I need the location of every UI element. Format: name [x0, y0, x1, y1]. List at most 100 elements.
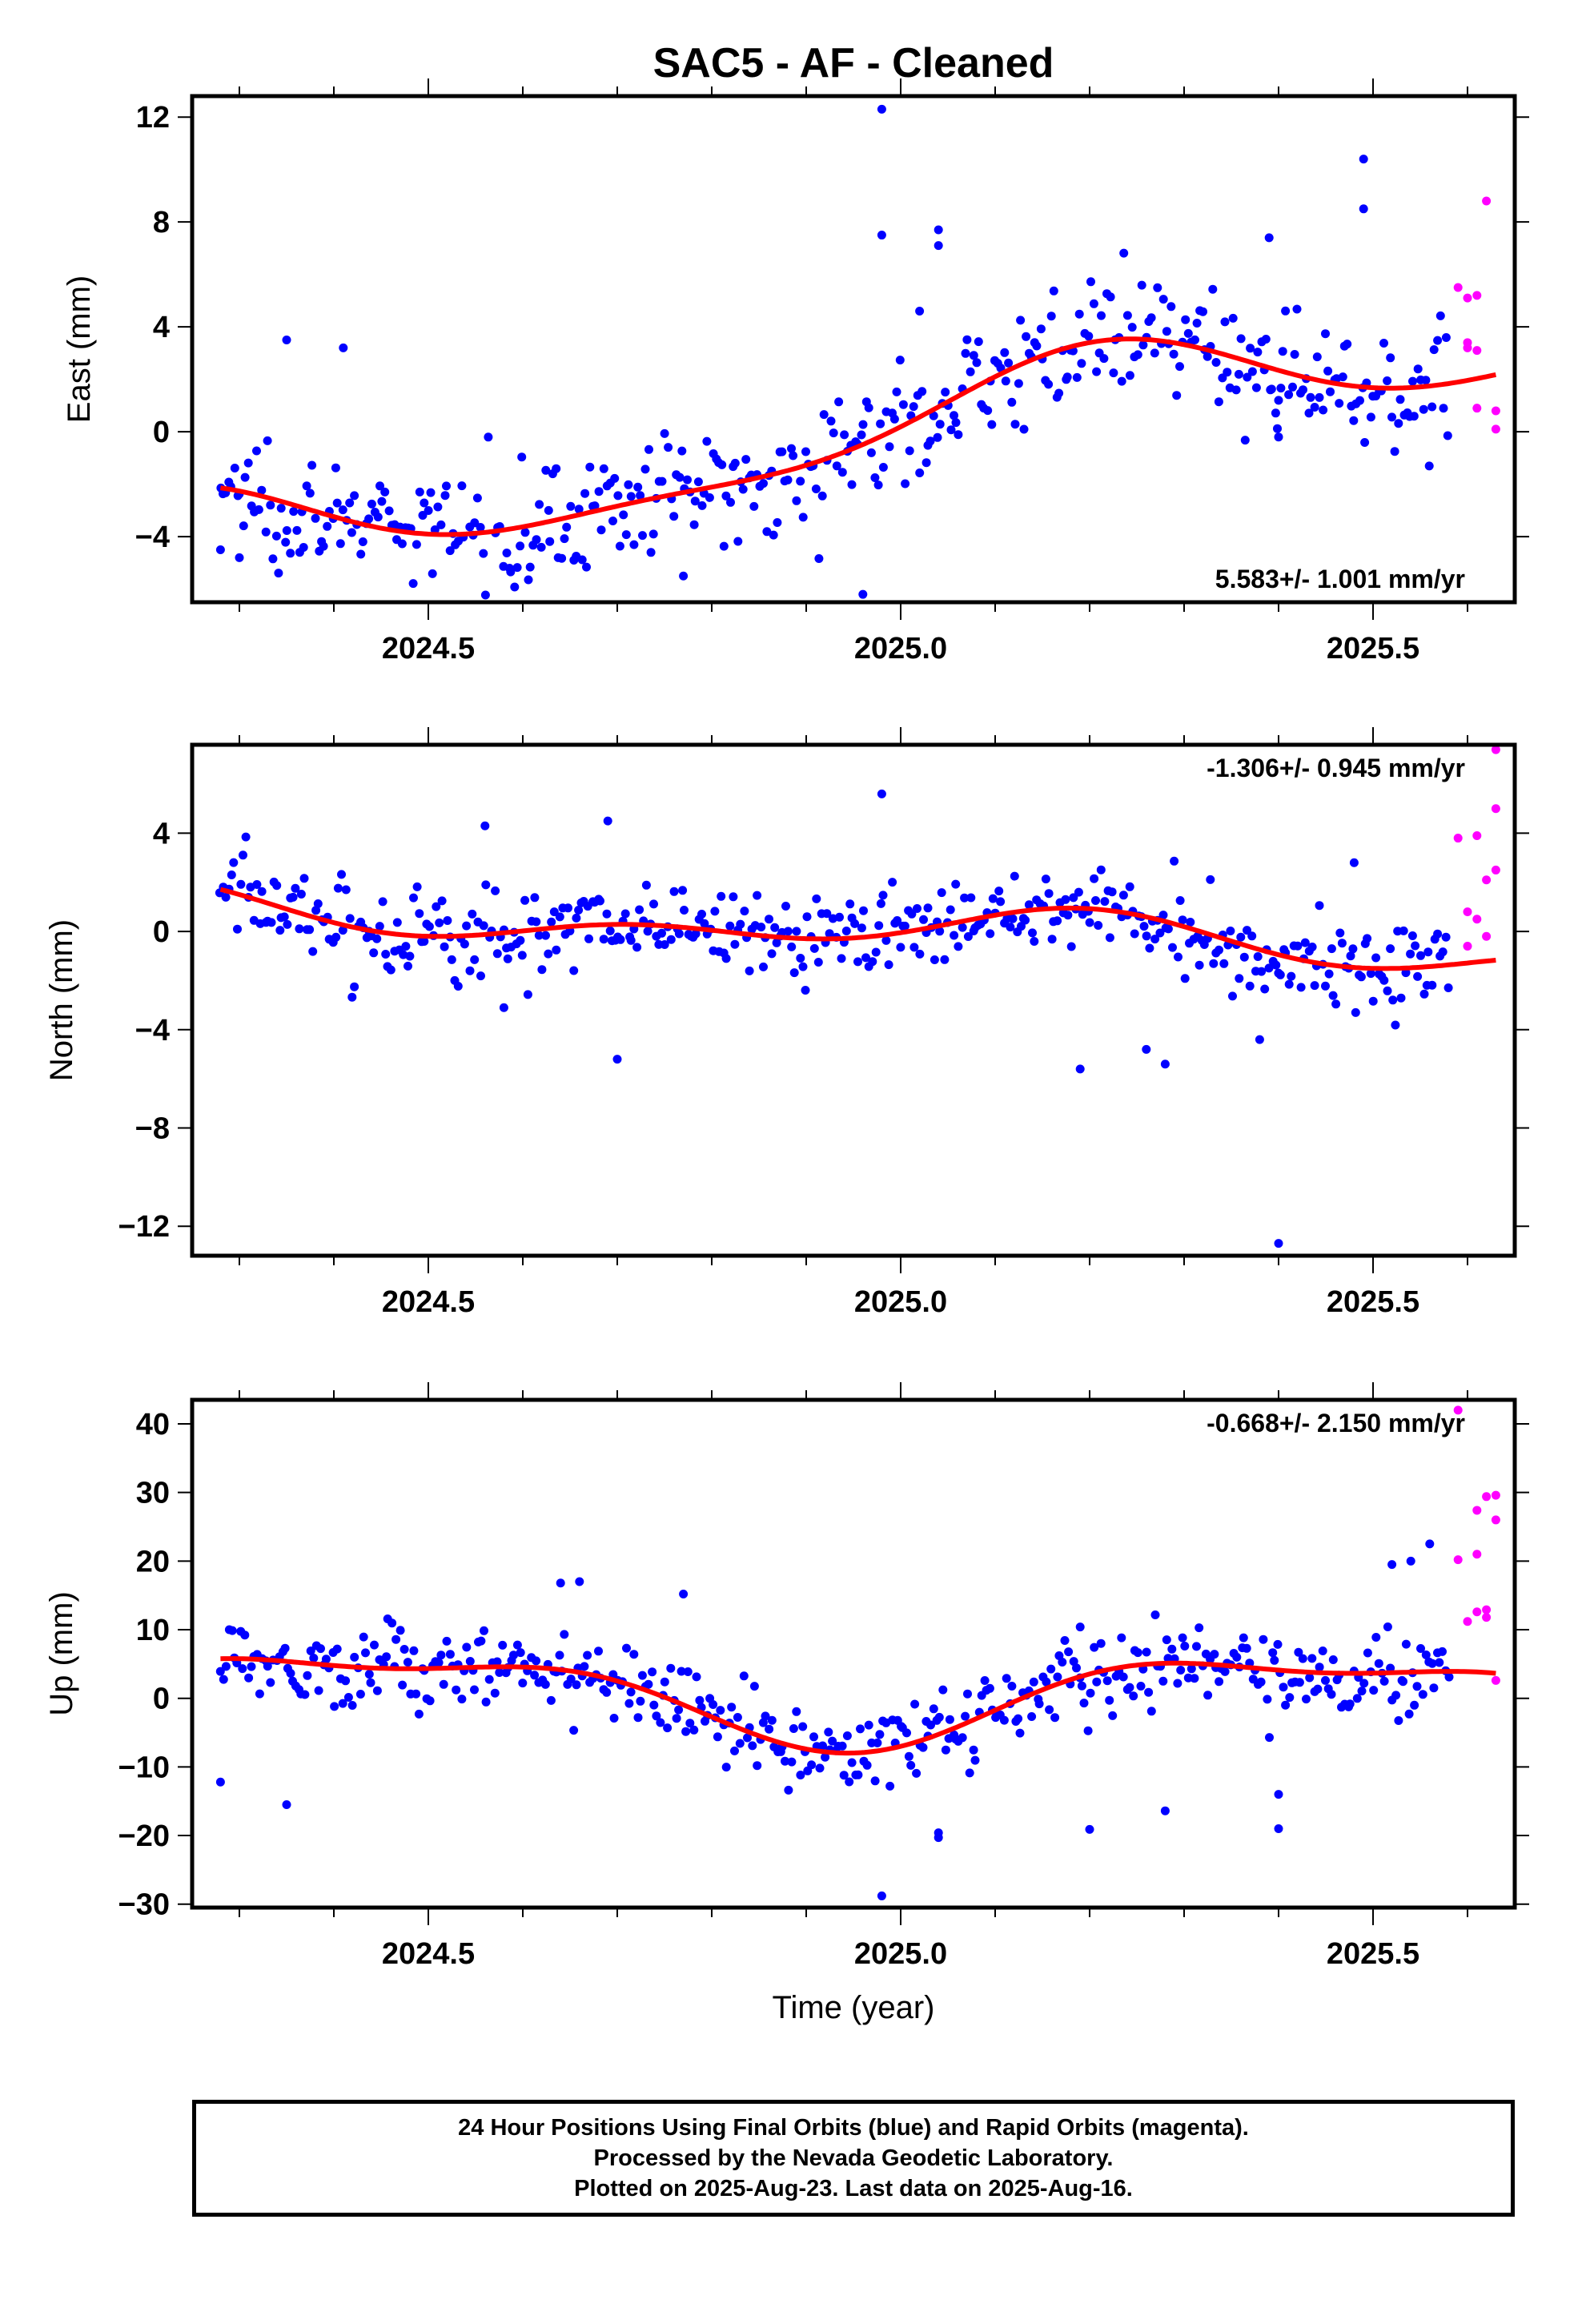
final-orbit-point [864, 1720, 873, 1730]
final-orbit-point [311, 513, 320, 523]
final-orbit-point [1359, 204, 1368, 214]
final-orbit-point [781, 1756, 789, 1766]
x-tick-label: 2024.5 [382, 1937, 475, 1971]
north-panel: 2024.5 2025.0 2025.5 −12 −8 −4 0 4 North (mm) -1.… [44, 727, 1529, 1319]
final-orbit-point [414, 1709, 424, 1719]
final-orbit-point [666, 1663, 676, 1673]
final-orbit-point [796, 1771, 805, 1779]
final-orbit-point [822, 909, 832, 919]
final-orbit-point [1331, 999, 1341, 1009]
final-orbit-point [679, 571, 689, 581]
final-orbit-point [420, 937, 429, 946]
final-orbit-point [412, 540, 421, 549]
final-orbit-point [247, 1662, 256, 1671]
rapid-orbit-point [1463, 942, 1472, 951]
final-orbit-point [319, 541, 328, 551]
final-orbit-point [480, 821, 490, 830]
final-orbit-point [1413, 971, 1423, 981]
rapid-orbit-point [1463, 338, 1472, 348]
rate-label: -1.306+/- 0.945 mm/yr [1207, 754, 1465, 782]
final-orbit-point [470, 1685, 479, 1695]
final-orbit-point [1359, 1679, 1369, 1688]
y-tick-label: 0 [153, 416, 170, 449]
final-orbit-point [1138, 340, 1148, 350]
final-orbit-point [669, 887, 679, 896]
final-orbit-point [282, 336, 291, 345]
final-orbit-point [369, 948, 379, 958]
final-orbit-point [1226, 927, 1235, 935]
final-orbit-point [378, 897, 387, 907]
final-orbit-point [1146, 1707, 1156, 1716]
final-orbit-point [510, 582, 520, 592]
final-orbit-point [1075, 1064, 1085, 1074]
final-orbit-point [1085, 918, 1094, 927]
final-orbit-point [643, 927, 652, 936]
final-orbit-point [1406, 1556, 1415, 1566]
final-orbit-point [735, 1739, 745, 1748]
rapid-orbit-point [1453, 1555, 1463, 1565]
final-orbit-point [1089, 299, 1098, 308]
final-orbit-point [870, 1776, 880, 1786]
final-orbit-point [221, 892, 231, 902]
final-orbit-point [605, 926, 615, 935]
final-orbit-point [889, 414, 899, 424]
final-orbit-point [484, 432, 493, 442]
final-orbit-point [532, 917, 541, 927]
final-orbit-point [590, 501, 600, 511]
final-orbit-point [1438, 1647, 1447, 1656]
y-tick-label: −20 [118, 1819, 170, 1853]
final-orbit-point [299, 874, 309, 883]
final-orbit-point [807, 1760, 817, 1770]
final-orbit-point [937, 888, 946, 898]
final-orbit-point [888, 878, 897, 887]
final-orbit-point [1162, 327, 1171, 336]
final-orbit-point [523, 990, 532, 999]
final-orbit-point [702, 436, 712, 446]
final-orbit-point [858, 589, 868, 599]
final-orbit-point [347, 992, 357, 1002]
final-orbit-point [375, 922, 384, 931]
final-orbit-point [839, 1771, 849, 1780]
final-orbit-point [930, 955, 939, 964]
final-orbit-point [801, 986, 810, 995]
final-orbit-point [465, 966, 475, 975]
final-orbit-point [436, 1651, 446, 1660]
final-orbit-point [966, 893, 976, 903]
final-orbit-point [502, 549, 512, 557]
final-orbit-point [783, 927, 793, 936]
final-orbit-point [850, 919, 860, 928]
final-orbit-point [969, 1745, 978, 1755]
rapid-orbit-point [1482, 1613, 1492, 1622]
final-orbit-point [1024, 900, 1034, 910]
final-orbit-point [988, 894, 998, 903]
final-orbit-point [1247, 931, 1257, 941]
final-orbit-point [219, 1675, 228, 1684]
final-orbit-point [1355, 396, 1364, 405]
final-orbit-point [1394, 1716, 1403, 1725]
final-orbit-point [700, 919, 709, 928]
final-orbit-point [358, 537, 367, 546]
final-orbit-point [697, 910, 706, 919]
final-orbit-point [439, 1679, 448, 1689]
final-orbit-point [1239, 1633, 1248, 1642]
final-orbit-point [432, 902, 441, 911]
final-orbit-point [1085, 1824, 1094, 1834]
final-orbit-point [1231, 385, 1241, 395]
final-orbit-point [994, 887, 1004, 896]
final-orbit-point [983, 406, 993, 416]
final-orbit-point [382, 1652, 391, 1662]
final-orbit-point [769, 530, 778, 540]
final-orbit-point [873, 480, 883, 490]
rapid-orbit-point [1472, 830, 1482, 840]
final-orbit-point [596, 896, 604, 906]
final-orbit-point [1168, 943, 1177, 952]
final-orbit-point [295, 924, 304, 934]
final-orbit-point [350, 982, 359, 991]
final-orbit-point [749, 501, 759, 511]
final-orbit-point [729, 892, 738, 902]
final-orbit-point [575, 1577, 584, 1586]
final-orbit-point [1379, 975, 1389, 985]
final-orbit-point [904, 1751, 913, 1761]
final-orbit-point [941, 1745, 950, 1755]
final-orbit-point [1010, 420, 1020, 429]
